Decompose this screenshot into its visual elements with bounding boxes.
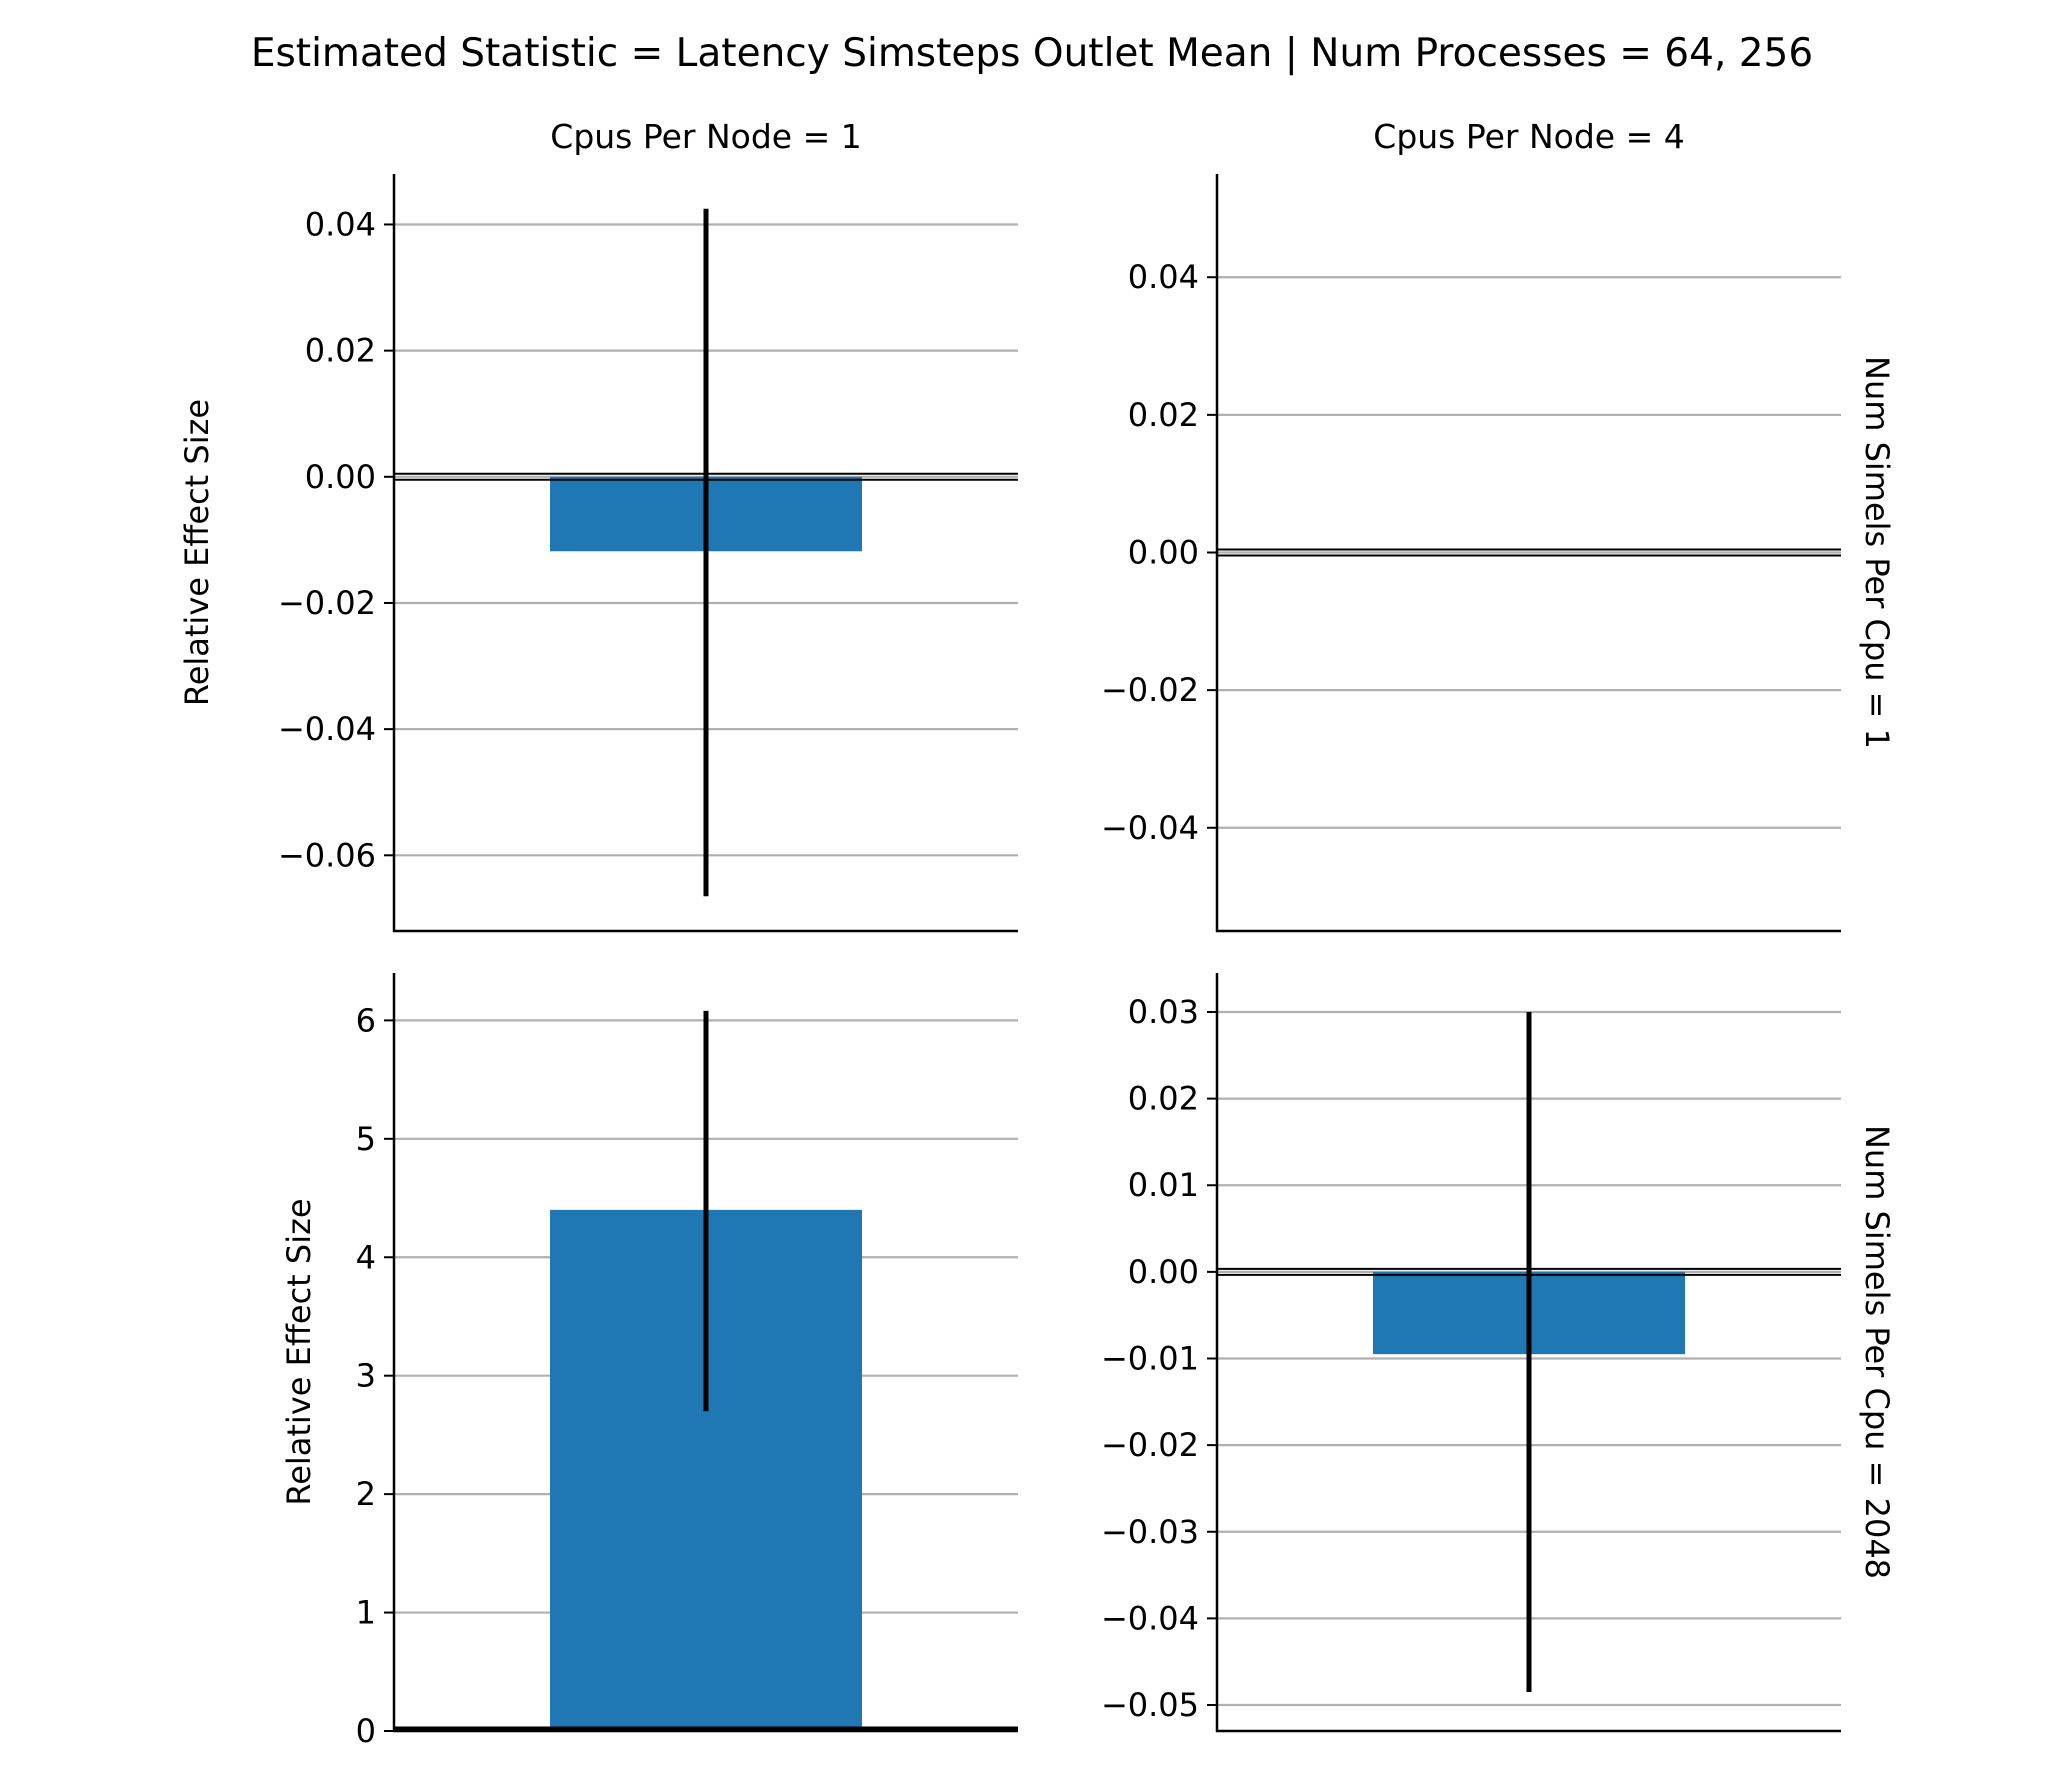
y-axis-label: Relative Effect Size	[280, 1198, 318, 1505]
y-tick-label: 4	[356, 1238, 376, 1276]
y-tick-label: 0.02	[1128, 1080, 1199, 1118]
y-tick-label: 0.00	[1128, 1253, 1199, 1291]
y-tick-label: 0.03	[1128, 993, 1199, 1031]
y-tick-label: 1	[356, 1594, 376, 1632]
y-tick-label: −0.06	[278, 836, 376, 874]
panel-2: 6 5 4 3 2 1 0 Relative Effect Size	[280, 973, 1018, 1750]
y-tick-label: 0.00	[1128, 534, 1199, 572]
y-tick-label: 5	[356, 1120, 376, 1158]
y-tick-label: −0.04	[1101, 809, 1199, 847]
y-tick-label: 0	[356, 1712, 376, 1750]
y-tick-label: 0.01	[1128, 1166, 1199, 1204]
y-tick-label: 0.02	[1128, 396, 1199, 434]
y-tick-label: −0.04	[1101, 1599, 1199, 1637]
y-tick-label: 0.00	[305, 458, 376, 496]
y-tick-label: −0.02	[1101, 671, 1199, 709]
y-tick-label: −0.02	[1101, 1426, 1199, 1464]
y-tick-label: −0.02	[278, 584, 376, 622]
y-tick-label: 0.04	[305, 205, 376, 243]
y-tick-label: 2	[356, 1475, 376, 1513]
panel-grid: 0.04 0.02 0.00 −0.02 −0.04 −0.06 Relative Effe…	[178, 117, 1896, 1750]
y-tick-label: 6	[356, 1001, 376, 1039]
y-tick-label: −0.05	[1101, 1686, 1199, 1724]
column-title: Cpus Per Node = 4	[1373, 117, 1684, 156]
row-title: Num Simels Per Cpu = 2048	[1858, 1125, 1896, 1579]
panel-3: 0.03 0.02 0.01 0.00 −0.01 −0.02 −0.03 −0.04 −0.0…	[1101, 973, 1896, 1733]
panel-0: 0.04 0.02 0.00 −0.02 −0.04 −0.06 Relative Effe…	[178, 117, 1018, 933]
y-tick-label: 0.04	[1128, 258, 1199, 296]
panel-1: 0.04 0.02 0.00 −0.02 −0.04 Cpus Per Node = 4 N…	[1101, 117, 1896, 933]
y-tick-label: −0.01	[1101, 1339, 1199, 1377]
figure-suptitle: Estimated Statistic = Latency Simsteps O…	[251, 31, 1813, 76]
row-title: Num Simels Per Cpu = 1	[1858, 356, 1896, 749]
y-tick-label: 0.02	[305, 332, 376, 370]
column-title: Cpus Per Node = 1	[550, 117, 861, 156]
y-tick-label: −0.03	[1101, 1513, 1199, 1551]
y-tick-label: 3	[356, 1357, 376, 1395]
y-axis-label: Relative Effect Size	[178, 399, 216, 706]
y-tick-label: −0.04	[278, 710, 376, 748]
